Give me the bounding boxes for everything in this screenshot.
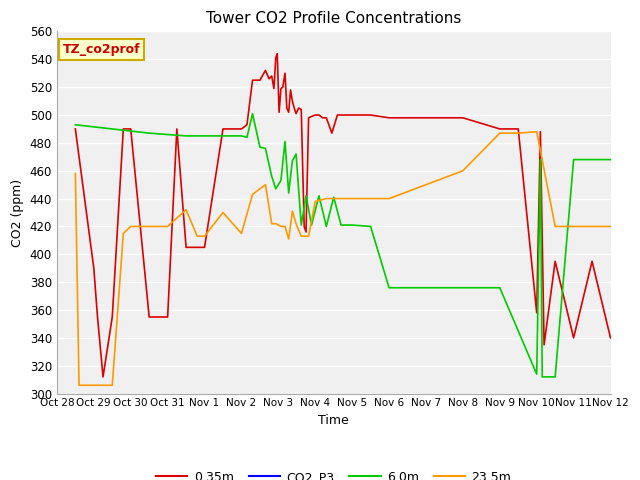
23.5m	[496, 130, 504, 136]
23.5m	[551, 224, 559, 229]
23.5m	[219, 210, 227, 216]
6.0m	[337, 222, 345, 228]
23.5m	[298, 233, 305, 239]
Legend: 0.35m, CO2_P3, 6.0m, 23.5m: 0.35m, CO2_P3, 6.0m, 23.5m	[151, 466, 516, 480]
6.0m	[422, 285, 430, 290]
6.0m	[182, 133, 190, 139]
6.0m	[302, 193, 310, 199]
6.0m	[367, 224, 374, 229]
Line: 23.5m: 23.5m	[76, 132, 611, 385]
6.0m	[538, 374, 546, 380]
23.5m	[515, 130, 522, 136]
0.35m	[273, 51, 281, 57]
23.5m	[570, 224, 577, 229]
6.0m	[385, 285, 393, 290]
Title: Tower CO2 Profile Concentrations: Tower CO2 Profile Concentrations	[206, 11, 461, 26]
0.35m	[93, 314, 101, 320]
6.0m	[164, 132, 172, 137]
23.5m	[237, 230, 245, 236]
6.0m	[243, 134, 251, 140]
23.5m	[305, 233, 312, 239]
23.5m	[262, 182, 269, 188]
23.5m	[533, 129, 541, 134]
23.5m	[249, 192, 257, 197]
23.5m	[289, 208, 296, 214]
6.0m	[536, 156, 544, 162]
6.0m	[298, 222, 305, 228]
6.0m	[348, 222, 356, 228]
Text: TZ_co2prof: TZ_co2prof	[63, 43, 140, 56]
6.0m	[281, 139, 289, 144]
23.5m	[127, 224, 134, 229]
6.0m	[551, 374, 559, 380]
6.0m	[262, 145, 269, 151]
6.0m	[219, 133, 227, 139]
23.5m	[385, 196, 393, 202]
0.35m	[607, 335, 614, 341]
6.0m	[277, 178, 285, 183]
6.0m	[72, 122, 79, 128]
6.0m	[308, 222, 316, 228]
6.0m	[496, 285, 504, 290]
23.5m	[76, 383, 83, 388]
23.5m	[201, 233, 209, 239]
0.35m	[99, 374, 107, 380]
23.5m	[72, 171, 79, 177]
23.5m	[182, 207, 190, 213]
Line: 6.0m: 6.0m	[76, 114, 611, 377]
Line: 0.35m: 0.35m	[76, 54, 611, 377]
6.0m	[459, 285, 467, 290]
6.0m	[272, 186, 280, 192]
6.0m	[607, 156, 614, 162]
23.5m	[268, 221, 276, 227]
23.5m	[292, 221, 300, 227]
6.0m	[237, 133, 245, 139]
23.5m	[90, 383, 98, 388]
6.0m	[256, 144, 264, 150]
6.0m	[249, 111, 257, 117]
23.5m	[333, 196, 341, 202]
23.5m	[164, 224, 172, 229]
6.0m	[201, 133, 209, 139]
23.5m	[108, 383, 116, 388]
0.35m	[72, 126, 79, 132]
6.0m	[292, 151, 300, 157]
23.5m	[607, 224, 614, 229]
0.35m	[256, 77, 264, 83]
6.0m	[315, 193, 323, 199]
6.0m	[323, 224, 330, 229]
0.35m	[182, 244, 190, 250]
23.5m	[145, 224, 153, 229]
23.5m	[272, 221, 280, 227]
23.5m	[459, 168, 467, 174]
6.0m	[289, 158, 296, 164]
23.5m	[193, 233, 201, 239]
23.5m	[281, 224, 289, 229]
6.0m	[268, 173, 276, 179]
6.0m	[285, 190, 292, 196]
23.5m	[277, 224, 285, 229]
0.35m	[145, 314, 153, 320]
0.35m	[292, 111, 300, 117]
23.5m	[285, 236, 292, 242]
Y-axis label: CO2 (ppm): CO2 (ppm)	[11, 179, 24, 247]
X-axis label: Time: Time	[318, 414, 349, 427]
23.5m	[348, 196, 356, 202]
23.5m	[323, 196, 330, 202]
6.0m	[533, 371, 541, 377]
6.0m	[570, 156, 577, 162]
6.0m	[108, 126, 116, 132]
23.5m	[312, 199, 319, 204]
23.5m	[422, 182, 430, 188]
0.35m	[333, 112, 341, 118]
23.5m	[120, 230, 127, 236]
6.0m	[330, 194, 337, 200]
6.0m	[145, 130, 153, 136]
